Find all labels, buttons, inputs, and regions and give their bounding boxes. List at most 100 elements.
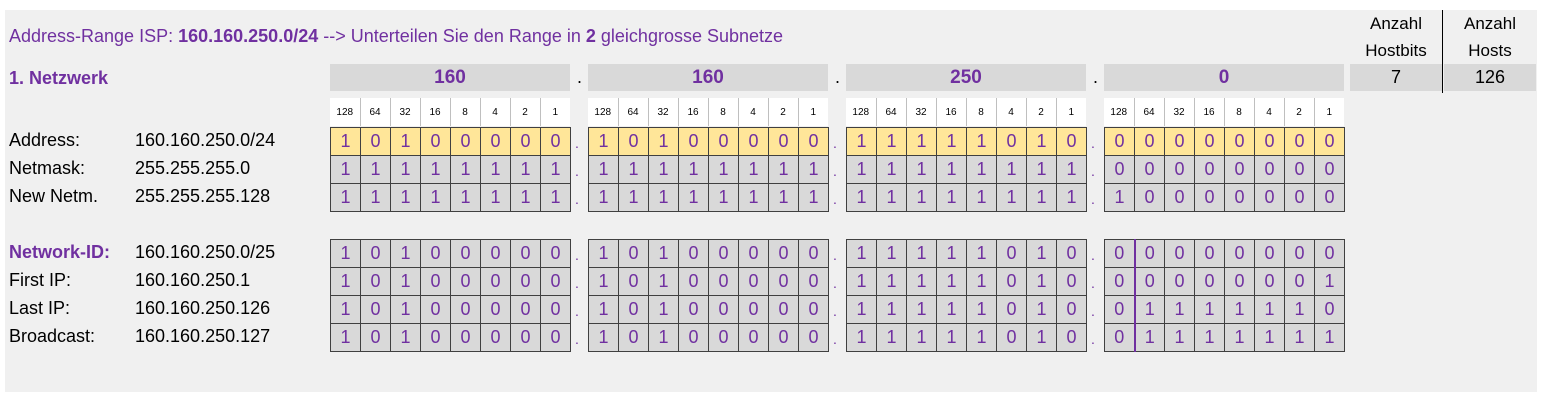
bit-cell: 1 (1224, 295, 1255, 324)
row-address-value: 160.160.250.0/24 (135, 130, 276, 150)
bit-cell: 1 (588, 267, 619, 296)
bit-weight: 32 (1163, 98, 1194, 126)
bit-cell: 1 (618, 183, 649, 212)
bit-cell: 0 (420, 127, 451, 156)
bit-cell: 0 (738, 295, 769, 324)
bit-cell: 0 (510, 323, 541, 352)
bit-weight: 2 (509, 98, 540, 126)
bit-separator: . (1091, 191, 1095, 207)
bit-cell: 1 (1026, 239, 1057, 268)
bit-cell: 0 (798, 239, 829, 268)
bit-cell: 1 (768, 155, 799, 184)
row-label: Netmask: (9, 158, 86, 178)
bit-cell: 0 (618, 127, 649, 156)
row-label: Address: (9, 130, 81, 150)
bit-cell: 0 (1224, 239, 1255, 268)
bit-cell: 0 (1284, 267, 1315, 296)
bit-cell: 1 (510, 183, 541, 212)
bit-cell: 1 (330, 323, 361, 352)
bit-cell: 0 (1104, 323, 1135, 352)
octet-header-2: 160 (588, 64, 828, 91)
bit-weight: 8 (707, 98, 738, 126)
bit-cell: 0 (768, 239, 799, 268)
bit-cell: 1 (588, 323, 619, 352)
bit-cell: 1 (798, 155, 829, 184)
bit-cell: 0 (738, 323, 769, 352)
bit-cell: 0 (540, 239, 571, 268)
bit-cell: 0 (708, 295, 739, 324)
bit-cell: 0 (1194, 267, 1225, 296)
bit-weight: 2 (1025, 98, 1056, 126)
row-address-value: 160.160.250.1 (135, 270, 251, 290)
bit-cell: 1 (708, 183, 739, 212)
bit-cell: 1 (648, 267, 679, 296)
bit-cell: 0 (996, 239, 1027, 268)
bit-cell: 1 (846, 183, 877, 212)
bit-weight: 128 (588, 98, 618, 126)
bit-cell: 1 (648, 183, 679, 212)
bit-cell: 1 (588, 295, 619, 324)
bit-weight: 8 (1223, 98, 1254, 126)
bit-separator: . (833, 275, 837, 291)
bit-cell: 0 (360, 267, 391, 296)
bit-cell: 1 (540, 155, 571, 184)
bit-cell: 1 (876, 323, 907, 352)
bit-separator: . (833, 163, 837, 179)
bit-separator: . (833, 331, 837, 347)
hosts-value: 126 (1444, 64, 1536, 91)
bit-cell: 0 (1314, 155, 1345, 184)
bit-cell: 0 (480, 323, 511, 352)
bit-weight-row: 128 64 32 16 8 4 2 1 (588, 98, 828, 126)
bit-cell: 0 (1284, 155, 1315, 184)
bit-cell: 0 (1224, 183, 1255, 212)
bit-cell: 1 (618, 155, 649, 184)
bit-cell: 1 (1164, 295, 1195, 324)
row-address-value: 255.255.255.0 (135, 158, 251, 178)
bit-cell: 0 (768, 127, 799, 156)
bit-cell: 0 (996, 295, 1027, 324)
bit-cell: 0 (540, 323, 571, 352)
bit-cell: 1 (1254, 323, 1285, 352)
bit-cell: 0 (738, 239, 769, 268)
bit-cell: 1 (450, 183, 481, 212)
hostbits-value: 7 (1350, 64, 1442, 91)
bit-weight: 64 (617, 98, 648, 126)
bit-cell: 0 (798, 295, 829, 324)
bit-weight: 4 (737, 98, 768, 126)
bit-weight: 4 (1253, 98, 1284, 126)
bit-cell: 0 (678, 267, 709, 296)
bit-cell: 0 (738, 127, 769, 156)
bit-weight: 128 (846, 98, 876, 126)
bit-cell: 1 (330, 239, 361, 268)
bit-cell: 0 (540, 295, 571, 324)
bit-cell: 1 (876, 155, 907, 184)
bit-cell: 0 (450, 127, 481, 156)
bit-weight: 128 (330, 98, 360, 126)
bit-cell: 0 (1194, 155, 1225, 184)
bit-separator: . (833, 303, 837, 319)
bit-cell: 1 (876, 127, 907, 156)
bit-cell: 1 (480, 183, 511, 212)
bit-cell: 0 (1284, 183, 1315, 212)
bit-cell: 1 (588, 183, 619, 212)
bit-cell: 1 (906, 183, 937, 212)
bit-cell: 0 (678, 323, 709, 352)
bit-weight: 16 (677, 98, 708, 126)
bit-cell: 1 (936, 183, 967, 212)
bit-cell: 0 (510, 127, 541, 156)
bit-cell: 1 (1026, 323, 1057, 352)
row-address-value: 255.255.255.128 (135, 186, 271, 206)
bit-cell: 1 (1104, 183, 1135, 212)
bit-cell: 1 (678, 155, 709, 184)
bit-cell: 1 (936, 295, 967, 324)
row-address-value: 160.160.250.126 (135, 298, 271, 318)
bit-separator: . (575, 275, 579, 291)
bit-cell: 0 (798, 267, 829, 296)
